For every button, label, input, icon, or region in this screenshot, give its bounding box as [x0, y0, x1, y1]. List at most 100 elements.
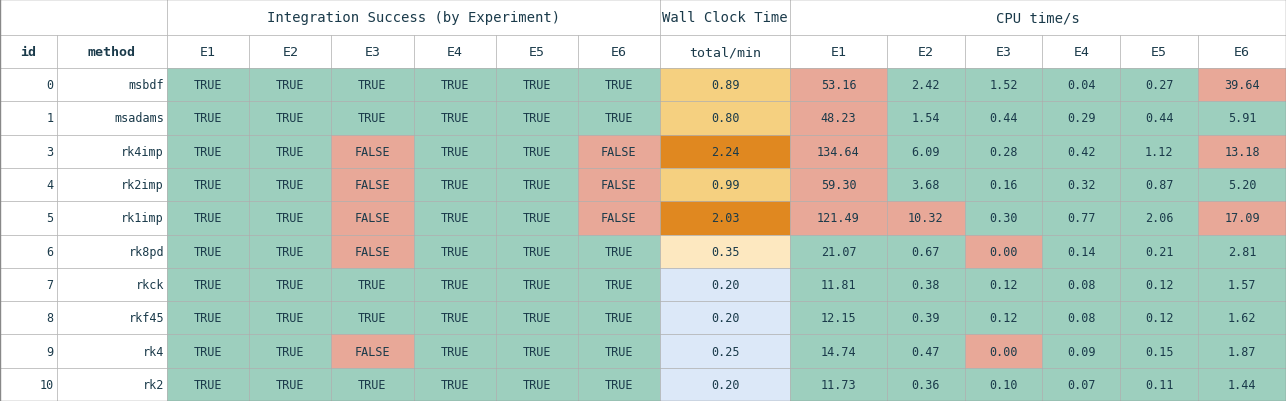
Bar — [1043, 368, 1120, 401]
Bar — [964, 135, 1043, 168]
Bar — [964, 268, 1043, 301]
Bar — [1043, 202, 1120, 235]
Text: E4: E4 — [1074, 46, 1089, 59]
Text: 13.18: 13.18 — [1224, 146, 1260, 158]
Bar — [167, 135, 249, 168]
Text: CPU time/s: CPU time/s — [997, 11, 1080, 25]
Bar — [332, 368, 414, 401]
Text: 2.81: 2.81 — [1228, 245, 1256, 258]
Text: 5: 5 — [46, 212, 54, 225]
Text: 59.30: 59.30 — [820, 178, 856, 192]
Text: TRUE: TRUE — [604, 345, 633, 358]
Text: 6: 6 — [46, 245, 54, 258]
Text: 3.68: 3.68 — [912, 178, 940, 192]
Bar — [660, 268, 791, 301]
Text: TRUE: TRUE — [440, 278, 469, 291]
Text: 39.64: 39.64 — [1224, 79, 1260, 92]
Bar — [1120, 135, 1199, 168]
Bar — [1199, 268, 1286, 301]
Bar — [414, 36, 495, 69]
Bar — [167, 235, 249, 268]
Text: rk8pd: rk8pd — [129, 245, 165, 258]
Bar — [1043, 69, 1120, 102]
Bar — [1120, 36, 1199, 69]
Text: TRUE: TRUE — [276, 79, 305, 92]
Bar — [332, 301, 414, 334]
Text: 0.07: 0.07 — [1067, 378, 1096, 391]
Bar — [249, 268, 332, 301]
Text: rk2: rk2 — [143, 378, 165, 391]
Text: 0.29: 0.29 — [1067, 112, 1096, 125]
Text: 0.30: 0.30 — [989, 212, 1017, 225]
Text: TRUE: TRUE — [604, 79, 633, 92]
Bar — [1199, 69, 1286, 102]
Text: TRUE: TRUE — [194, 245, 222, 258]
Text: TRUE: TRUE — [194, 178, 222, 192]
Bar — [1043, 235, 1120, 268]
Text: 0.38: 0.38 — [912, 278, 940, 291]
Text: E3: E3 — [995, 46, 1012, 59]
Text: 2.42: 2.42 — [912, 79, 940, 92]
Bar — [1120, 368, 1199, 401]
Bar — [0, 368, 57, 401]
Text: 3: 3 — [46, 146, 54, 158]
Text: TRUE: TRUE — [522, 79, 550, 92]
Text: TRUE: TRUE — [440, 312, 469, 324]
Bar — [1120, 102, 1199, 135]
Text: TRUE: TRUE — [522, 345, 550, 358]
Bar — [414, 235, 495, 268]
Bar — [167, 69, 249, 102]
Bar — [332, 334, 414, 368]
Bar — [57, 102, 167, 135]
Text: 0.28: 0.28 — [989, 146, 1017, 158]
Bar — [1199, 235, 1286, 268]
Text: 0.89: 0.89 — [711, 79, 739, 92]
Text: E6: E6 — [1235, 46, 1250, 59]
Text: TRUE: TRUE — [194, 146, 222, 158]
Bar — [332, 102, 414, 135]
Bar — [791, 202, 886, 235]
Bar — [167, 202, 249, 235]
Bar — [57, 135, 167, 168]
Text: 8: 8 — [46, 312, 54, 324]
Bar — [167, 168, 249, 202]
Text: 0.16: 0.16 — [989, 178, 1017, 192]
Text: TRUE: TRUE — [522, 278, 550, 291]
Bar — [886, 368, 964, 401]
Text: TRUE: TRUE — [276, 212, 305, 225]
Bar — [660, 202, 791, 235]
Text: id: id — [21, 46, 36, 59]
Bar — [414, 69, 495, 102]
Text: TRUE: TRUE — [440, 79, 469, 92]
Bar — [0, 301, 57, 334]
Bar — [886, 334, 964, 368]
Text: 1.44: 1.44 — [1228, 378, 1256, 391]
Text: 0.21: 0.21 — [1145, 245, 1174, 258]
Bar — [791, 268, 886, 301]
Text: TRUE: TRUE — [194, 212, 222, 225]
Text: TRUE: TRUE — [276, 146, 305, 158]
Bar — [414, 168, 495, 202]
Bar — [1120, 202, 1199, 235]
Text: 4: 4 — [46, 178, 54, 192]
Text: 1.12: 1.12 — [1145, 146, 1174, 158]
Text: 0: 0 — [46, 79, 54, 92]
Bar — [495, 368, 577, 401]
Bar — [414, 268, 495, 301]
Bar — [1043, 168, 1120, 202]
Bar — [577, 202, 660, 235]
Bar — [1043, 301, 1120, 334]
Bar — [577, 102, 660, 135]
Bar — [886, 202, 964, 235]
Text: FALSE: FALSE — [355, 212, 390, 225]
Text: 5.91: 5.91 — [1228, 112, 1256, 125]
Bar — [791, 168, 886, 202]
Bar — [495, 202, 577, 235]
Text: 0.39: 0.39 — [912, 312, 940, 324]
Text: TRUE: TRUE — [359, 79, 387, 92]
Text: 0.80: 0.80 — [711, 112, 739, 125]
Text: 0.99: 0.99 — [711, 178, 739, 192]
Bar — [1043, 268, 1120, 301]
Bar — [964, 102, 1043, 135]
Bar — [167, 102, 249, 135]
